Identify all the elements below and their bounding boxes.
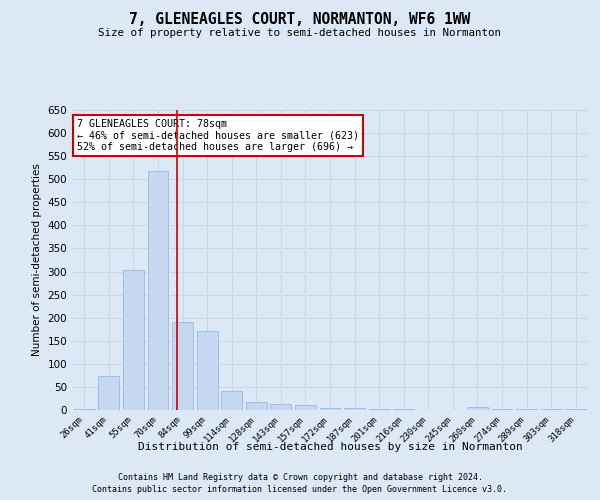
- Text: Size of property relative to semi-detached houses in Normanton: Size of property relative to semi-detach…: [98, 28, 502, 38]
- Y-axis label: Number of semi-detached properties: Number of semi-detached properties: [32, 164, 42, 356]
- Bar: [393, 409, 414, 410]
- Text: Contains public sector information licensed under the Open Government Licence v3: Contains public sector information licen…: [92, 485, 508, 494]
- Text: Distribution of semi-detached houses by size in Normanton: Distribution of semi-detached houses by …: [137, 442, 523, 452]
- Bar: [123, 270, 144, 410]
- Bar: [491, 409, 512, 410]
- Bar: [221, 390, 242, 410]
- Bar: [295, 406, 316, 410]
- Bar: [172, 322, 193, 410]
- Bar: [541, 409, 562, 410]
- Bar: [74, 409, 95, 410]
- Bar: [320, 408, 340, 410]
- Bar: [467, 407, 488, 410]
- Bar: [98, 376, 119, 410]
- Bar: [516, 408, 537, 410]
- Bar: [271, 404, 292, 410]
- Text: Contains HM Land Registry data © Crown copyright and database right 2024.: Contains HM Land Registry data © Crown c…: [118, 472, 482, 482]
- Text: 7 GLENEAGLES COURT: 78sqm
← 46% of semi-detached houses are smaller (623)
52% of: 7 GLENEAGLES COURT: 78sqm ← 46% of semi-…: [77, 119, 359, 152]
- Bar: [246, 402, 267, 410]
- Bar: [344, 408, 365, 410]
- Bar: [368, 409, 389, 410]
- Bar: [197, 330, 218, 410]
- Bar: [148, 172, 169, 410]
- Text: 7, GLENEAGLES COURT, NORMANTON, WF6 1WW: 7, GLENEAGLES COURT, NORMANTON, WF6 1WW: [130, 12, 470, 28]
- Bar: [565, 409, 586, 410]
